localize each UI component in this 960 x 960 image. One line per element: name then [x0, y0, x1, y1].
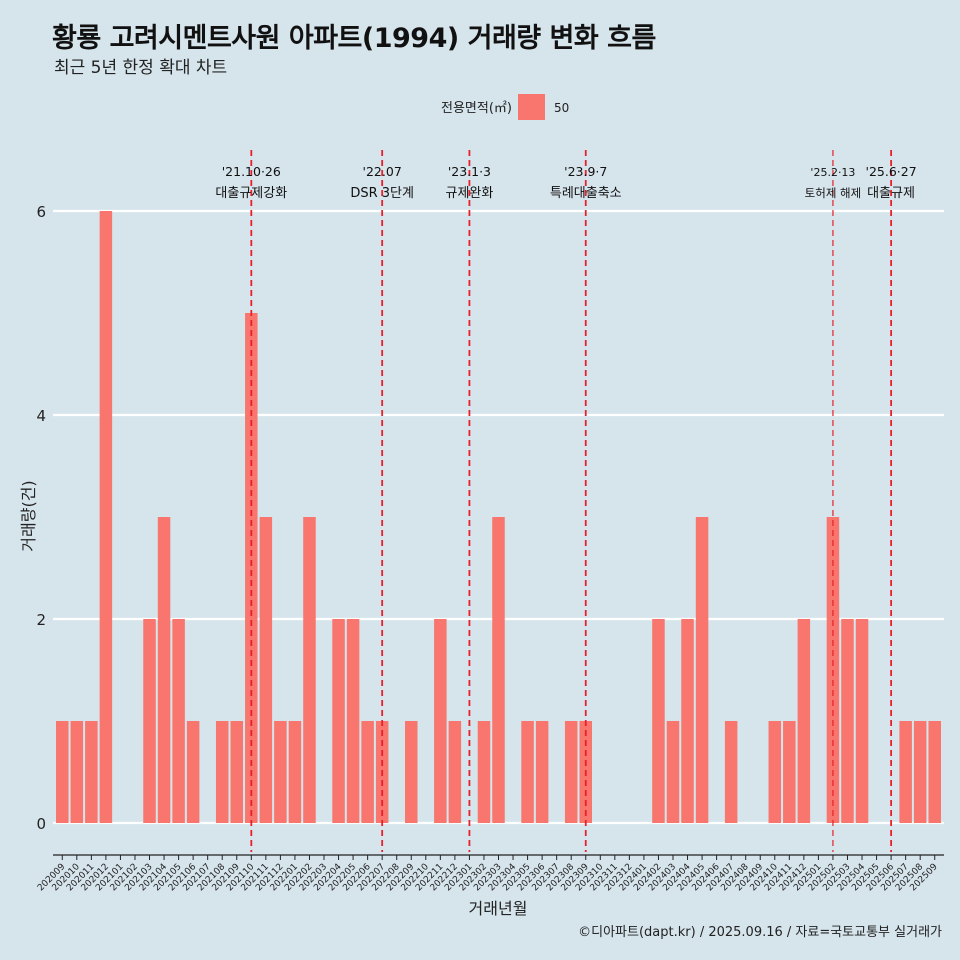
bars	[56, 211, 941, 823]
annotation-date-202207: '22.07	[363, 164, 402, 179]
bar-202302	[477, 721, 491, 823]
bar-202108	[215, 721, 229, 823]
annotation-date-202506: '25.6·27	[866, 164, 917, 179]
legend-label-50: 50	[554, 101, 569, 115]
annotation-label-202301: 규제완화	[445, 186, 493, 201]
annotation-label-202207: DSR 3단계	[350, 186, 414, 201]
y-axis-ticks: 0 2 4 6	[36, 203, 46, 833]
x-axis: 2020092020102020112020122021012021022021…	[36, 854, 944, 893]
bar-202109	[230, 721, 244, 823]
bar-202411	[783, 721, 796, 823]
annotation-date-202309: '23.9·7	[564, 164, 607, 179]
y-tick-label-2: 2	[36, 611, 46, 629]
bar-202209	[405, 721, 418, 823]
bar-202403	[666, 721, 680, 823]
bar-202212	[448, 721, 462, 823]
annotation-date-202301: '23.1·3	[448, 164, 491, 179]
bar-202201	[288, 721, 302, 823]
annotation-label-202502: 토허제 해제	[805, 186, 862, 200]
bar-202111	[259, 517, 273, 823]
bar-202011	[85, 721, 98, 823]
bar-202010	[70, 721, 84, 823]
bar-202402	[652, 619, 665, 823]
bar-202112	[274, 721, 287, 823]
bar-202404	[681, 619, 694, 823]
annotation-label-202506: 대출규제	[867, 186, 915, 201]
legend: 전용면적(㎡) 50	[441, 94, 569, 120]
bar-202303	[492, 517, 505, 823]
chart-title: 황룡 고려시멘트사원 아파트(1994) 거래량 변화 흐름	[52, 23, 656, 54]
y-tick-label-0: 0	[36, 815, 46, 833]
bar-202412	[797, 619, 811, 823]
annotation-date-202502: '25.2·13	[810, 166, 855, 179]
bar-202503	[841, 619, 854, 823]
bar-202306	[535, 721, 549, 823]
bar-202009	[56, 721, 69, 823]
annotation-date-202110: '21.10·26	[222, 164, 281, 179]
y-axis-label: 거래량(건)	[19, 480, 38, 551]
bar-202110	[245, 313, 258, 823]
bar-202509	[928, 721, 941, 823]
annotation-label-202110: 대출규제강화	[215, 186, 287, 201]
bar-202407	[724, 721, 738, 823]
bar-202305	[521, 721, 534, 823]
bar-202103	[143, 619, 156, 823]
bar-202410	[768, 721, 782, 823]
bar-202504	[855, 619, 869, 823]
bar-202106	[186, 721, 200, 823]
bar-202104	[157, 517, 171, 823]
bar-202012	[99, 211, 113, 823]
source-caption: ©디아파트(dapt.kr) / 2025.09.16 / 자료=국토교통부 실…	[578, 925, 942, 940]
legend-title: 전용면적(㎡)	[441, 101, 512, 116]
bar-202202	[303, 517, 316, 823]
x-axis-label: 거래년월	[469, 899, 528, 918]
bar-202204	[332, 619, 345, 823]
bar-202508	[913, 721, 927, 823]
chart-subtitle: 최근 5년 한정 확대 차트	[54, 58, 228, 78]
bar-202405	[695, 517, 709, 823]
policy-annotations: '21.10·26 대출규제강화 '22.07 DSR 3단계 '23.1·3 규제완화 '…	[215, 150, 917, 852]
bar-202308	[564, 721, 578, 823]
legend-key-50	[518, 94, 545, 120]
y-tick-label-4: 4	[36, 407, 46, 425]
bar-202205	[346, 619, 360, 823]
annotation-label-202309: 특례대출축소	[550, 186, 622, 201]
bar-202105	[172, 619, 185, 823]
bar-202206	[361, 721, 374, 823]
y-tick-label-6: 6	[36, 203, 46, 221]
bar-202507	[899, 721, 912, 823]
bar-202211	[434, 619, 447, 823]
